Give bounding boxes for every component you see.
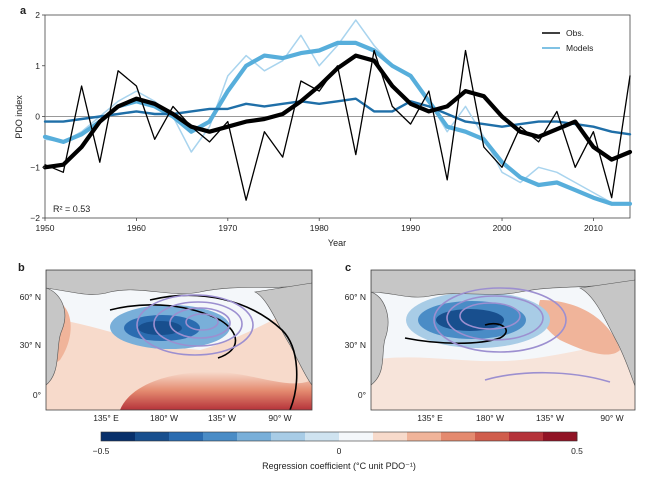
lat-tick: 60° N [345,292,366,302]
colorbar-segment [305,432,340,441]
land-north [46,270,312,295]
series-line-models-light [44,19,631,204]
colorbar-frame [100,431,578,442]
colorbar-segment [543,432,578,441]
land-america [579,279,635,387]
lat-tick: 60° N [20,292,41,302]
y-tick-label: 2 [35,10,40,20]
pdo-timeseries-chart: 1950 1960 1970 1980 1990 2000 2010 −2 −1 0 1 2 Yea… [14,10,633,248]
lon-tick: 135° W [208,413,236,423]
land-america [253,282,312,386]
colorbar-segment [203,432,238,441]
colorbar-segment [441,432,476,441]
lat-tick: 30° N [345,340,366,350]
y-tick-label: −2 [30,213,40,223]
colorbar-label: Regression coefficient (°C unit PDO⁻¹) [262,461,416,471]
series-line-obs-smoothed [42,53,633,170]
panel-a-label: a [20,5,27,17]
lat-tick: 30° N [20,340,41,350]
panel-c-label: c [345,262,351,274]
warm-anomaly-core [120,371,312,410]
zero-contour [404,322,507,345]
panel-b-label: b [18,262,25,274]
y-ticks: −2 −1 0 1 2 [30,10,45,223]
map-c-regression [371,270,635,410]
x-tick-label: 1950 [36,223,55,233]
slp-contour [446,295,544,341]
colorbar-segment [509,432,544,441]
lat-tick: 0° [33,390,41,400]
colorbar-segment [101,432,136,441]
colorbar-segment [407,432,442,441]
map-b-frame [45,269,313,411]
colorbar-segment [271,432,306,441]
colorbar-segment [237,432,272,441]
x-tick-label: 1960 [127,223,146,233]
series-layer [42,19,633,206]
legend-obs-label: Obs. [566,28,584,38]
lon-tick: 90° W [268,413,291,423]
land-asia [371,291,389,386]
warm-anomaly-region [371,340,635,410]
warm-east-region [538,300,620,355]
colorbar-segment [475,432,510,441]
lon-tick: 180° W [476,413,504,423]
cool-anomaly-center [436,309,504,331]
series-line-models-dark [43,97,632,136]
slp-contour [136,294,254,356]
lon-tick: 90° W [600,413,623,423]
lon-tick: 180° W [150,413,178,423]
colorbar-segment [135,432,170,441]
slp-contour [484,371,611,383]
x-axis-label: Year [328,238,346,248]
slp-contour [459,302,521,330]
y-axis-label: PDO index [14,95,24,139]
slp-contour [185,313,219,331]
x-tick-label: 1970 [218,223,237,233]
map-b-regression [46,270,312,410]
x-tick-label: 1980 [310,223,329,233]
colorbar [101,432,578,441]
y-tick-label: 0 [35,112,40,122]
x-tick-label: 2010 [584,223,603,233]
lat-tick: 0° [358,390,366,400]
slp-contour [169,307,231,339]
series-line-obs-raw [44,49,631,201]
cool-anomaly-center [138,321,182,335]
x-tick-label: 1990 [401,223,420,233]
slp-contour [433,287,567,353]
x-tick-label: 2000 [493,223,512,233]
legend: Obs. Models [542,28,593,53]
slp-contour [153,301,243,347]
legend-models-label: Models [566,43,593,53]
colorbar-segment [169,432,204,441]
y-tick-label: −1 [30,162,40,172]
r-squared-annotation: R² = 0.53 [53,204,90,214]
y-tick-label: 1 [35,61,40,71]
lon-tick: 135° E [417,413,443,423]
map-c-frame [370,269,636,411]
colorbar-segment [373,432,408,441]
colorbar-segment [339,432,374,441]
lon-tick: 135° W [536,413,564,423]
x-ticks: 1950 1960 1970 1980 1990 2000 2010 [36,218,603,233]
lon-tick: 135° E [93,413,119,423]
colorbar-tick-min: −0.5 [93,446,110,456]
colorbar-tick-max: 0.5 [571,446,583,456]
land-asia [46,287,66,386]
colorbar-tick-zero: 0 [337,446,342,456]
